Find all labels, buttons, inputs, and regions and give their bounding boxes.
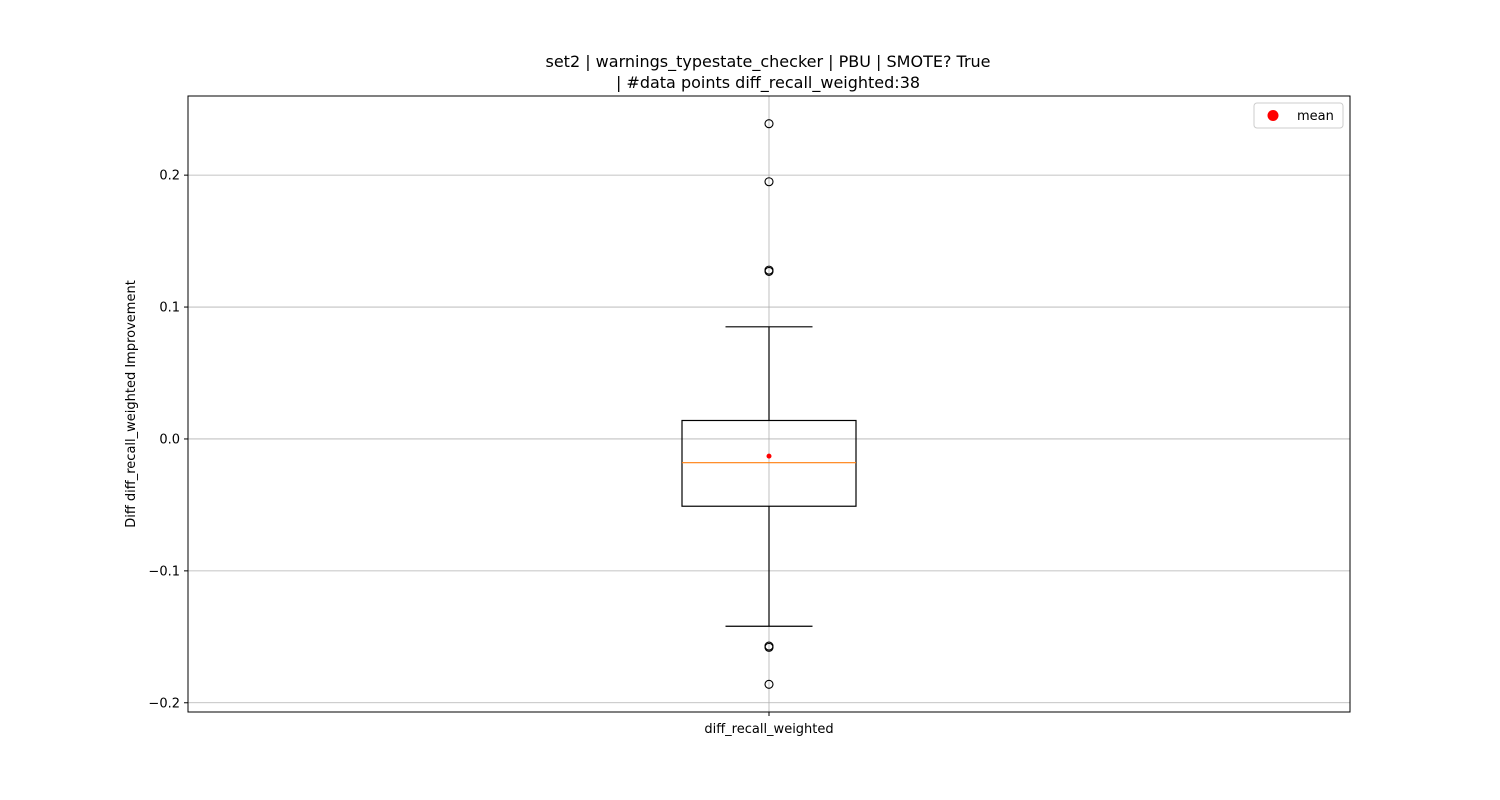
box-layer (681, 119, 857, 689)
outlier-point (764, 679, 774, 689)
legend: mean (1253, 102, 1344, 129)
mean-point (766, 453, 772, 459)
y-axis-label: Diff diff_recall_weighted Improvement (124, 280, 139, 528)
y-tick-label: 0.0 (159, 432, 180, 447)
chart-title-line2: | #data points diff_recall_weighted:38 (616, 73, 920, 93)
chart-title-line1: set2 | warnings_typestate_checker | PBU … (545, 52, 990, 72)
x-tick-label: diff_recall_weighted (704, 722, 833, 737)
y-tick-label: 0.2 (159, 169, 180, 184)
outlier-point (764, 119, 774, 129)
x-ticks: diff_recall_weighted (704, 712, 834, 737)
y-tick-label: −0.1 (148, 564, 180, 579)
legend-mean-marker (1267, 110, 1279, 121)
outlier-point (764, 266, 774, 276)
legend-frame (1253, 102, 1344, 129)
outlier-point (764, 177, 774, 187)
y-ticks: −0.2 −0.1 0.0 0.1 0.2 (148, 169, 188, 711)
y-tick-label: 0.1 (159, 301, 180, 316)
y-tick-label: −0.2 (148, 696, 180, 711)
legend-mean-label: mean (1297, 109, 1334, 124)
iqr-box (681, 419, 857, 507)
outlier-point (764, 642, 774, 652)
